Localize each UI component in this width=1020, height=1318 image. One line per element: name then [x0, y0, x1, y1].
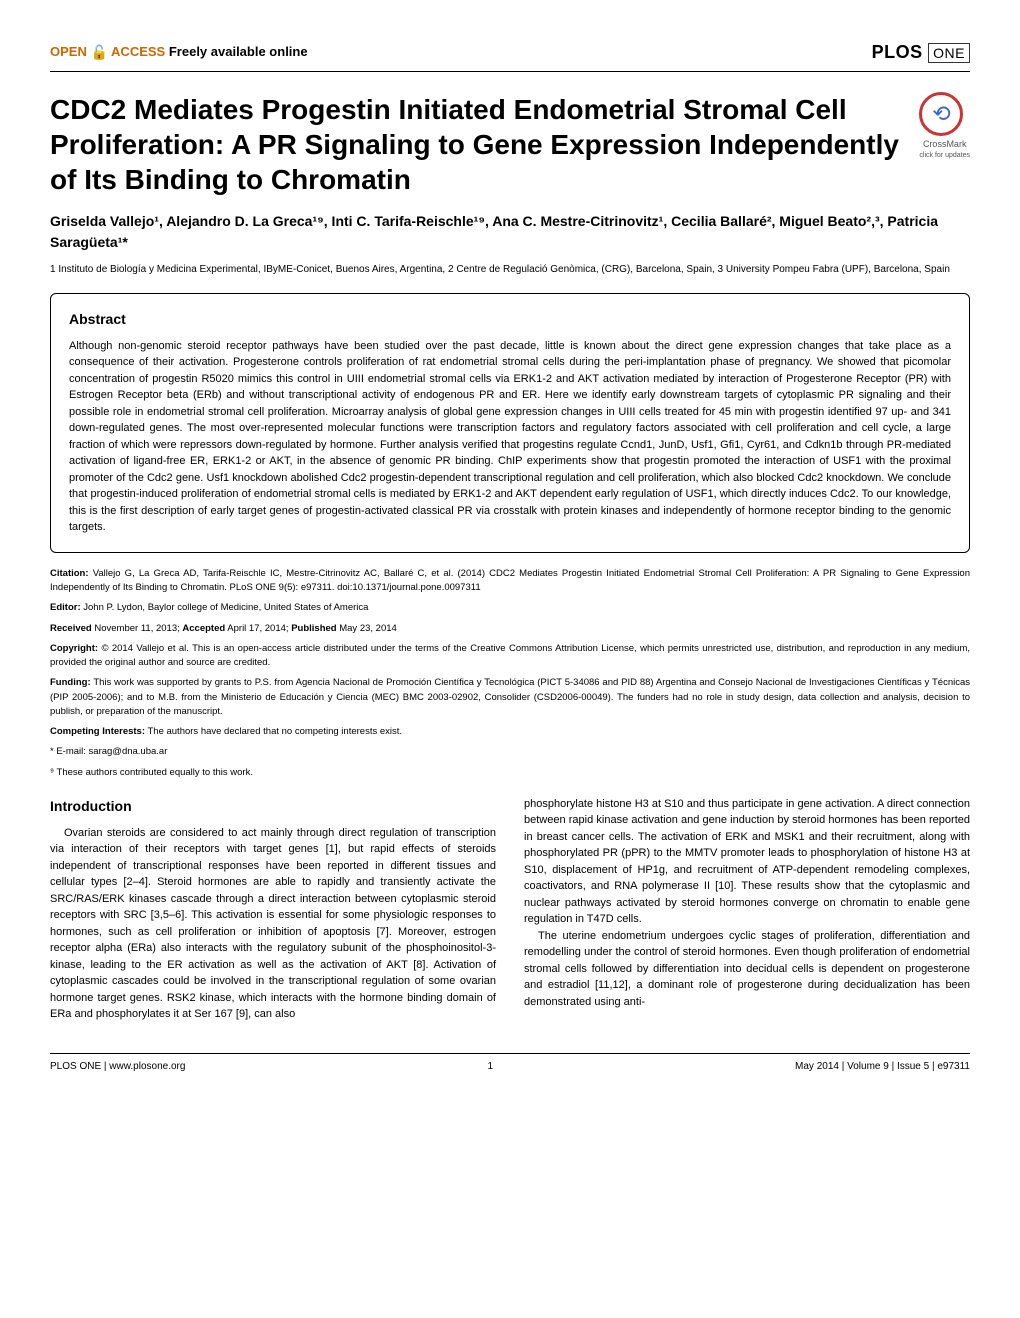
journal-prefix: PLOS	[872, 42, 923, 62]
abstract-text: Although non-genomic steroid receptor pa…	[69, 338, 951, 536]
open-label: OPEN	[50, 44, 87, 59]
journal-suffix: ONE	[928, 43, 970, 63]
access-label: ACCESS	[111, 44, 165, 59]
intro-para-3: The uterine endometrium undergoes cyclic…	[524, 928, 970, 1011]
meta-block: Citation: Vallejo G, La Greca AD, Tarifa…	[50, 567, 970, 780]
freely-label: Freely available online	[169, 44, 308, 59]
editor-label: Editor:	[50, 602, 81, 613]
intro-para-2: phosphorylate histone H3 at S10 and thus…	[524, 796, 970, 928]
citation-label: Citation:	[50, 568, 89, 579]
open-access-badge: OPEN 🔓 ACCESS Freely available online	[50, 43, 308, 63]
intro-heading: Introduction	[50, 796, 496, 817]
footer-left: PLOS ONE | www.plosone.org	[50, 1060, 185, 1074]
citation-line: Citation: Vallejo G, La Greca AD, Tarifa…	[50, 567, 970, 596]
editor-line: Editor: John P. Lydon, Baylor college of…	[50, 601, 970, 615]
crossmark-label: CrossMark	[919, 138, 970, 151]
authors: Griselda Vallejo¹, Alejandro D. La Greca…	[50, 211, 970, 253]
right-column: phosphorylate histone H3 at S10 and thus…	[524, 796, 970, 1023]
crossmark-icon: ⟲	[919, 92, 963, 136]
top-bar: OPEN 🔓 ACCESS Freely available online PL…	[50, 40, 970, 72]
funding-text: This work was supported by grants to P.S…	[50, 677, 970, 717]
citation-text: Vallejo G, La Greca AD, Tarifa-Reischle …	[50, 568, 970, 593]
article-title: CDC2 Mediates Progestin Initiated Endome…	[50, 92, 899, 197]
page-footer: PLOS ONE | www.plosone.org 1 May 2014 | …	[50, 1053, 970, 1074]
intro-para-1: Ovarian steroids are considered to act m…	[50, 825, 496, 1023]
received-label: Received	[50, 623, 92, 634]
funding-label: Funding:	[50, 677, 91, 688]
contrib-line: ⁹ These authors contributed equally to t…	[50, 766, 970, 780]
competing-line: Competing Interests: The authors have de…	[50, 725, 970, 739]
crossmark-sub: click for updates	[919, 151, 970, 161]
copyright-line: Copyright: © 2014 Vallejo et al. This is…	[50, 642, 970, 671]
crossmark-badge[interactable]: ⟲ CrossMark click for updates	[919, 92, 970, 160]
abstract-heading: Abstract	[69, 310, 951, 330]
competing-text: The authors have declared that no compet…	[147, 726, 402, 737]
published-label: Published	[291, 623, 336, 634]
dates-line: Received November 11, 2013; Accepted Apr…	[50, 622, 970, 636]
editor-text: John P. Lydon, Baylor college of Medicin…	[83, 602, 368, 613]
title-row: CDC2 Mediates Progestin Initiated Endome…	[50, 92, 970, 211]
funding-line: Funding: This work was supported by gran…	[50, 676, 970, 719]
affiliations: 1 Instituto de Biología y Medicina Exper…	[50, 263, 970, 277]
abstract-box: Abstract Although non-genomic steroid re…	[50, 293, 970, 553]
journal-logo: PLOS ONE	[872, 40, 970, 65]
left-column: Introduction Ovarian steroids are consid…	[50, 796, 496, 1023]
copyright-text: © 2014 Vallejo et al. This is an open-ac…	[50, 643, 970, 668]
footer-right: May 2014 | Volume 9 | Issue 5 | e97311	[795, 1060, 970, 1074]
accepted-label: Accepted	[182, 623, 225, 634]
lock-icon: 🔓	[90, 43, 107, 63]
body-columns: Introduction Ovarian steroids are consid…	[50, 796, 970, 1023]
copyright-label: Copyright:	[50, 643, 98, 654]
footer-center: 1	[487, 1060, 493, 1074]
competing-label: Competing Interests:	[50, 726, 145, 737]
email-line: * E-mail: sarag@dna.uba.ar	[50, 745, 970, 759]
